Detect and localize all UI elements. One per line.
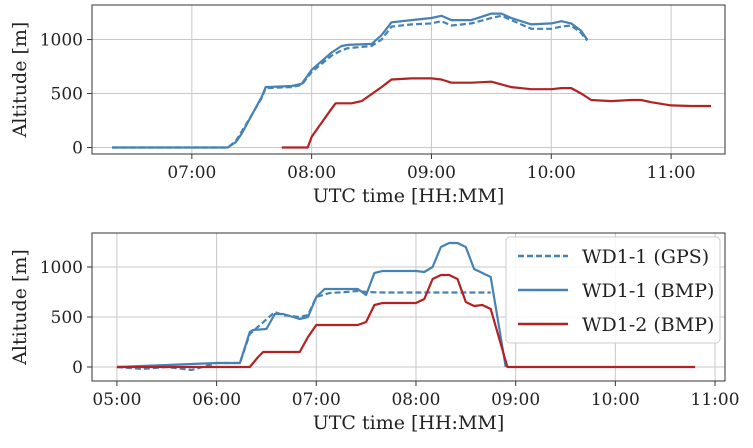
- series-line-blue-solid: [116, 241, 507, 369]
- legend-label: WD1-1 (BMP): [582, 280, 714, 302]
- legend-box: [505, 236, 721, 344]
- x-tick-label: 07:00: [167, 163, 216, 183]
- y-axis-label: Altitude [m]: [9, 22, 31, 139]
- x-tick-label: 05:00: [92, 390, 141, 410]
- y-tick-label: 1000: [40, 258, 83, 278]
- series-line-blue-solid: [112, 12, 589, 149]
- y-tick-label: 0: [72, 139, 83, 159]
- plot-frame: [91, 4, 726, 155]
- x-tick-label: 06:00: [192, 390, 241, 410]
- x-tick-label: 10:00: [527, 163, 576, 183]
- y-tick-label: 0: [72, 358, 83, 378]
- y-tick-label: 500: [51, 85, 83, 105]
- y-axis-label: Altitude [m]: [9, 249, 31, 366]
- x-tick-label: 08:00: [391, 390, 440, 410]
- x-tick-label: 10:00: [591, 390, 640, 410]
- x-axis-label: UTC time [HH:MM]: [313, 185, 505, 207]
- x-tick-label: 09:00: [407, 163, 456, 183]
- x-tick-label: 08:00: [287, 163, 336, 183]
- x-tick-label: 09:00: [491, 390, 540, 410]
- chart-2: 05:00 06:00 07:00 08:00 09:00 10:00 11:00 0 500 1…: [9, 232, 740, 434]
- legend-label: WD1-1 (GPS): [582, 246, 709, 268]
- plot-frame: [91, 232, 726, 382]
- x-tick-label: 11:00: [647, 163, 696, 183]
- series-line-red-solid: [116, 273, 696, 369]
- y-tick-label: 500: [51, 308, 83, 328]
- chart-1: 07:00 08:00 09:00 10:00 11:00 0 500 1000 UTC tim…: [9, 4, 726, 207]
- x-tick-label: 07:00: [292, 390, 341, 410]
- x-tick-label: 11:00: [691, 390, 740, 410]
- series-line-red-solid: [281, 77, 711, 149]
- x-axis-label: UTC time [HH:MM]: [313, 412, 505, 434]
- y-tick-label: 1000: [40, 31, 83, 51]
- legend-label: WD1-2 (BMP): [582, 314, 714, 336]
